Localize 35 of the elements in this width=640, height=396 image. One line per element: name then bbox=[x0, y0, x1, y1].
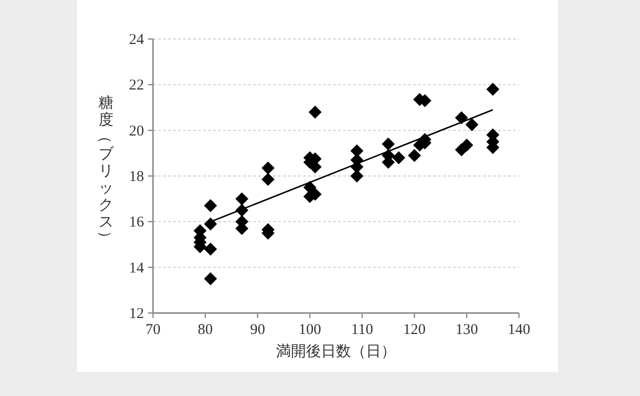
y-tick-label: 14 bbox=[129, 260, 144, 276]
y-tick-label: 12 bbox=[129, 306, 144, 322]
point bbox=[262, 162, 275, 175]
point bbox=[350, 170, 364, 182]
point bbox=[465, 118, 478, 132]
x-tick-label: 80 bbox=[198, 322, 213, 338]
point bbox=[486, 82, 500, 96]
point bbox=[204, 242, 218, 256]
point bbox=[392, 151, 406, 164]
point bbox=[204, 199, 218, 212]
y-tick-label: 22 bbox=[129, 78, 144, 94]
x-axis-title: 満開後日数（日） bbox=[276, 343, 396, 360]
x-tick-label: 130 bbox=[455, 322, 478, 338]
y-tick-label: 20 bbox=[129, 123, 144, 140]
y-tick-label: 18 bbox=[129, 169, 144, 185]
x-tick-label: 110 bbox=[351, 322, 374, 338]
point bbox=[204, 272, 218, 286]
point bbox=[460, 138, 474, 152]
x-tick-label: 120 bbox=[403, 322, 426, 338]
point bbox=[235, 192, 248, 206]
x-tick-label: 90 bbox=[250, 322, 266, 338]
point bbox=[235, 204, 248, 217]
point bbox=[262, 172, 275, 186]
point bbox=[204, 217, 218, 230]
point bbox=[350, 144, 364, 158]
point bbox=[382, 138, 395, 151]
x-tick-label: 100 bbox=[298, 322, 322, 338]
x-tick-label: 70 bbox=[146, 322, 160, 338]
point bbox=[454, 111, 468, 124]
point bbox=[408, 148, 421, 162]
y-tick-label: 24 bbox=[129, 32, 144, 48]
y-tick-label: 16 bbox=[129, 214, 144, 231]
x-tick-label: 140 bbox=[508, 322, 530, 338]
point bbox=[308, 106, 322, 119]
text: 糖度（ブリックス） bbox=[96, 96, 114, 246]
